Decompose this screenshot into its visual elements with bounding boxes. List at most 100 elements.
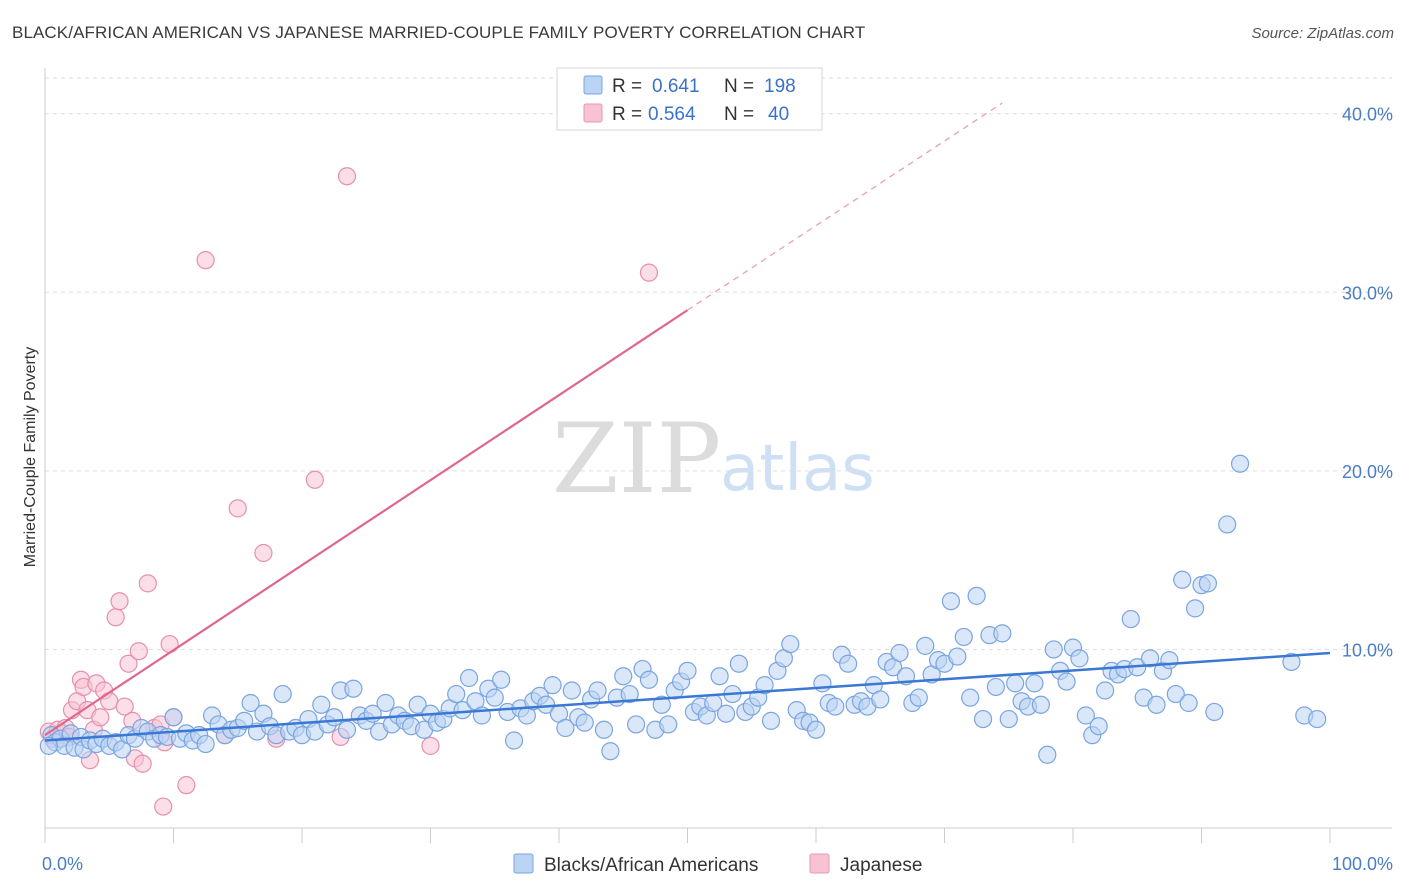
black-point	[967, 586, 986, 605]
watermark-atlas: atlas	[720, 432, 875, 506]
black-point	[1173, 570, 1192, 589]
black-point	[485, 688, 504, 707]
japanese-point	[421, 736, 440, 755]
black-point	[337, 720, 357, 739]
black-point	[1031, 695, 1050, 714]
black-point	[1070, 649, 1089, 668]
correlation-legend: R = 0.641 N = 198 R = 0.564 N = 40	[556, 67, 823, 131]
black-point	[408, 695, 427, 714]
black-point	[761, 711, 781, 730]
black-point	[986, 677, 1006, 697]
y-tick-label: 40.0%	[1342, 105, 1393, 125]
series-legend-pink-swatch	[809, 853, 830, 874]
japanese-point	[119, 654, 138, 673]
black-point	[459, 668, 479, 688]
black-point	[273, 684, 292, 704]
black-point	[1038, 745, 1057, 764]
black-point	[1179, 693, 1198, 713]
y-axis-label: Married-Couple Family Poverty	[22, 347, 39, 568]
black-point	[614, 667, 633, 686]
black-point	[376, 693, 395, 713]
y-tick-label: 20.0%	[1342, 462, 1393, 482]
black-point	[626, 715, 646, 734]
x-tick-label-max: 100.0%	[1332, 854, 1393, 874]
series-legend-blue-swatch	[513, 853, 534, 874]
black-point	[1121, 609, 1140, 629]
legend-blue-swatch	[583, 75, 603, 95]
black-point	[1057, 672, 1076, 691]
japanese-point	[228, 499, 247, 518]
black-point	[781, 634, 800, 654]
japanese-point	[254, 543, 273, 563]
black-point	[890, 643, 909, 663]
legend-blue-r-label: R =	[612, 76, 642, 97]
japanese-point	[133, 754, 152, 773]
grid-layer	[45, 77, 1392, 650]
x-tick-label-min: 0.0%	[42, 854, 83, 874]
black-point	[543, 676, 562, 695]
black-point	[241, 693, 260, 713]
legend-pink-n-value: 40	[768, 104, 789, 125]
legend-pink-r-value: 0.564	[648, 104, 696, 125]
japanese-trend-line	[44, 309, 689, 737]
black-point	[620, 684, 639, 704]
black-point	[1218, 515, 1237, 534]
japanese-point	[177, 776, 196, 795]
black-point	[1282, 652, 1301, 672]
japanese-point	[196, 251, 215, 270]
watermark-zip: ZIP	[552, 403, 721, 515]
black-point	[1205, 702, 1224, 722]
japanese-point	[154, 797, 173, 816]
black-point	[639, 670, 659, 689]
black-point	[492, 670, 511, 689]
series-legend: Blacks/African Americans Japanese	[513, 853, 922, 876]
black-point	[813, 674, 832, 693]
series-legend-pink-label: Japanese	[840, 855, 922, 876]
black-point	[1096, 681, 1115, 700]
black-point	[235, 711, 254, 730]
black-point	[999, 709, 1018, 729]
black-point	[1044, 640, 1063, 659]
black-point	[1025, 674, 1044, 693]
legend-pink-n-label: N =	[724, 104, 754, 125]
black-point	[556, 718, 575, 738]
black-point	[839, 654, 858, 673]
black-point	[729, 654, 749, 673]
black-point	[909, 688, 928, 707]
black-point	[344, 679, 363, 698]
black-point	[948, 647, 967, 666]
japanese-point	[138, 574, 157, 593]
axis-layer: 10.0% 20.0% 30.0% 40.0% 0.0% 100.0%	[42, 68, 1393, 874]
black-point	[39, 736, 58, 755]
black-point	[1185, 599, 1205, 618]
black-point	[196, 734, 215, 754]
black-point	[826, 697, 845, 716]
y-tick-label: 10.0%	[1342, 640, 1393, 660]
japanese-point	[110, 592, 129, 611]
japanese-point	[106, 608, 125, 627]
black-point	[916, 636, 935, 655]
series-legend-blue-label: Blacks/African Americans	[544, 855, 758, 876]
black-point	[652, 695, 671, 714]
black-point	[806, 720, 826, 739]
black-point	[164, 708, 183, 727]
japanese-point	[305, 470, 324, 489]
black-point	[312, 695, 331, 714]
black-trend-line	[44, 651, 1331, 742]
black-point	[678, 661, 697, 680]
legend-pink-r-label: R =	[612, 104, 642, 125]
black-point	[941, 592, 961, 611]
black-point	[1006, 674, 1025, 693]
black-point	[993, 624, 1012, 643]
japanese-point	[129, 642, 148, 661]
black-point	[659, 715, 678, 734]
black-point	[954, 627, 973, 647]
legend-pink-swatch	[583, 103, 603, 123]
legend-blue-n-value: 198	[764, 76, 796, 97]
black-point	[447, 684, 466, 704]
black-point	[504, 731, 524, 750]
black-point	[1160, 651, 1179, 670]
black-point	[755, 676, 774, 695]
black-point	[710, 667, 729, 686]
